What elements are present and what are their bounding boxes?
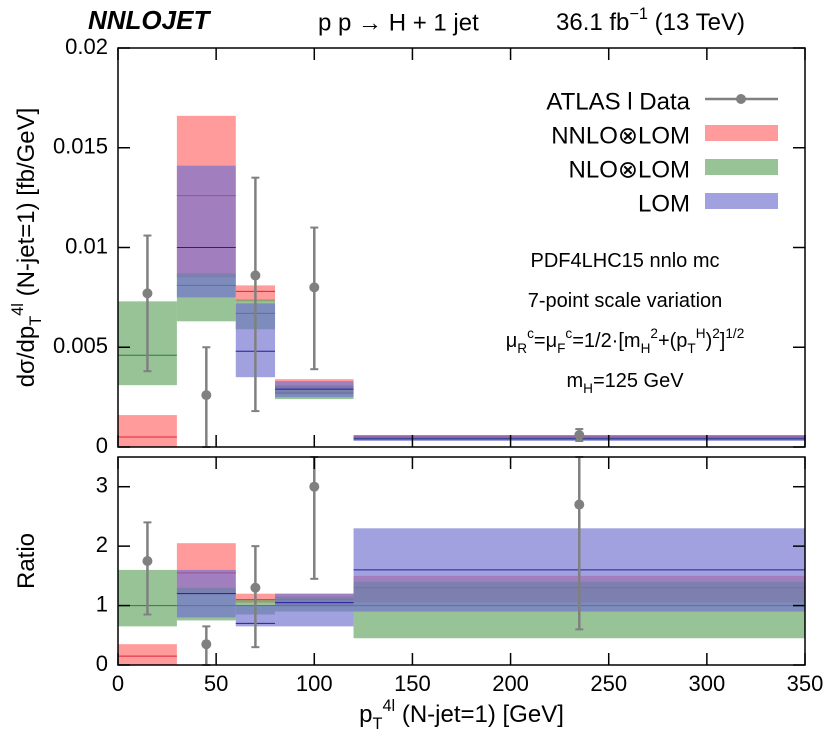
x-tick-label: 0 [112,671,124,696]
text-part: c [527,326,534,341]
legend-swatch [705,125,778,141]
text-part: F [557,341,565,356]
data-point [250,582,261,593]
legend-label: NLO⊗LOM [569,156,690,183]
uncertainty-band [118,415,177,447]
data-point [309,282,320,293]
uncertainty-band [275,593,354,627]
annotation: 7-point scale variation [528,290,723,312]
text-part: =1/2·[m [572,330,640,352]
legend-label: NNLO⊗LOM [551,122,690,149]
text-part: H [696,326,706,341]
data-point [574,499,585,510]
data-point [201,390,212,401]
legend-label: ATLAS l Data [546,88,690,115]
text-part: dσ/dp [13,326,40,388]
y-tick-label: 2 [96,532,108,557]
y-tick-label: 0 [96,433,108,458]
text-part: 4l [382,697,395,715]
data-point [142,288,153,299]
x-tick-label: 350 [787,671,824,696]
text-part: μ [506,330,518,352]
text-part: H [583,381,593,396]
text-part: T [27,316,45,326]
data-point [142,556,153,566]
text-part: p [359,701,372,728]
y-tick-label: 0.015 [53,134,108,159]
text-part: −1 [629,5,648,23]
text-part: =125 GeV [593,370,684,392]
annotation: PDF4LHC15 nnlo mc [531,250,720,272]
uncertainty-band [118,644,177,665]
x-axis-label: pT4l (N-jet=1) [GeV] [359,697,564,733]
uncertainty-band [176,165,236,298]
text-part: 4l [9,303,27,316]
x-tick-label: 150 [394,671,431,696]
legend-point [736,94,746,104]
x-tick-label: 250 [590,671,627,696]
text-part: (13 TeV) [648,9,745,36]
generator-name: NNLOJET [88,5,211,35]
data-point [250,270,261,281]
text-part: R [517,341,527,356]
text-part: T [687,341,695,356]
text-part: m [566,370,583,392]
text-part: 2 [650,326,658,341]
text-part: c [565,326,572,341]
annotation: μRc=μFc=1/2·[mH2+(pTH)2]1/2 [506,326,745,356]
text-part: 1/2 [725,326,744,341]
text-part: Ratio [13,533,40,589]
legend-swatch [705,193,778,209]
text-part: T [372,715,382,733]
y-tick-label: 0.005 [53,333,108,358]
y-tick-label: 0 [96,651,108,676]
annotation: mH=125 GeV [566,370,684,396]
text-part: (N-jet=1) [fb/GeV] [13,108,40,303]
y-tick-label: 3 [96,473,108,498]
x-tick-label: 200 [492,671,529,696]
x-tick-label: 50 [204,671,228,696]
y-axis-label: dσ/dpT4l (N-jet=1) [fb/GeV] [9,108,45,388]
text-part: H [641,341,651,356]
text-part: =μ [534,330,557,352]
x-tick-label: 100 [296,671,333,696]
text-part: +(p [658,330,687,352]
y-tick-label: 1 [96,591,108,616]
data-point [574,430,585,441]
legend-swatch [705,159,778,175]
text-part: ) [706,330,713,352]
legend-label: LOM [638,190,690,217]
lumi-label: 36.1 fb−1 (13 TeV) [556,5,745,36]
text-part: PDF4LHC15 nnlo mc [531,250,720,272]
text-part: (N-jet=1) [GeV] [395,701,564,728]
data-point [201,639,212,650]
text-part: ] [720,330,726,352]
process-label: p p → H + 1 jet [318,9,479,36]
data-point [309,481,320,492]
plot-frame [117,456,806,666]
x-tick-label: 300 [688,671,725,696]
text-part: 7-point scale variation [528,290,723,312]
text-part: 36.1 fb [556,9,629,36]
text-part: 2 [712,326,720,341]
y-tick-label: 0.02 [65,34,108,59]
y-tick-label: 0.01 [65,233,108,258]
y-axis-label: Ratio [13,533,40,589]
